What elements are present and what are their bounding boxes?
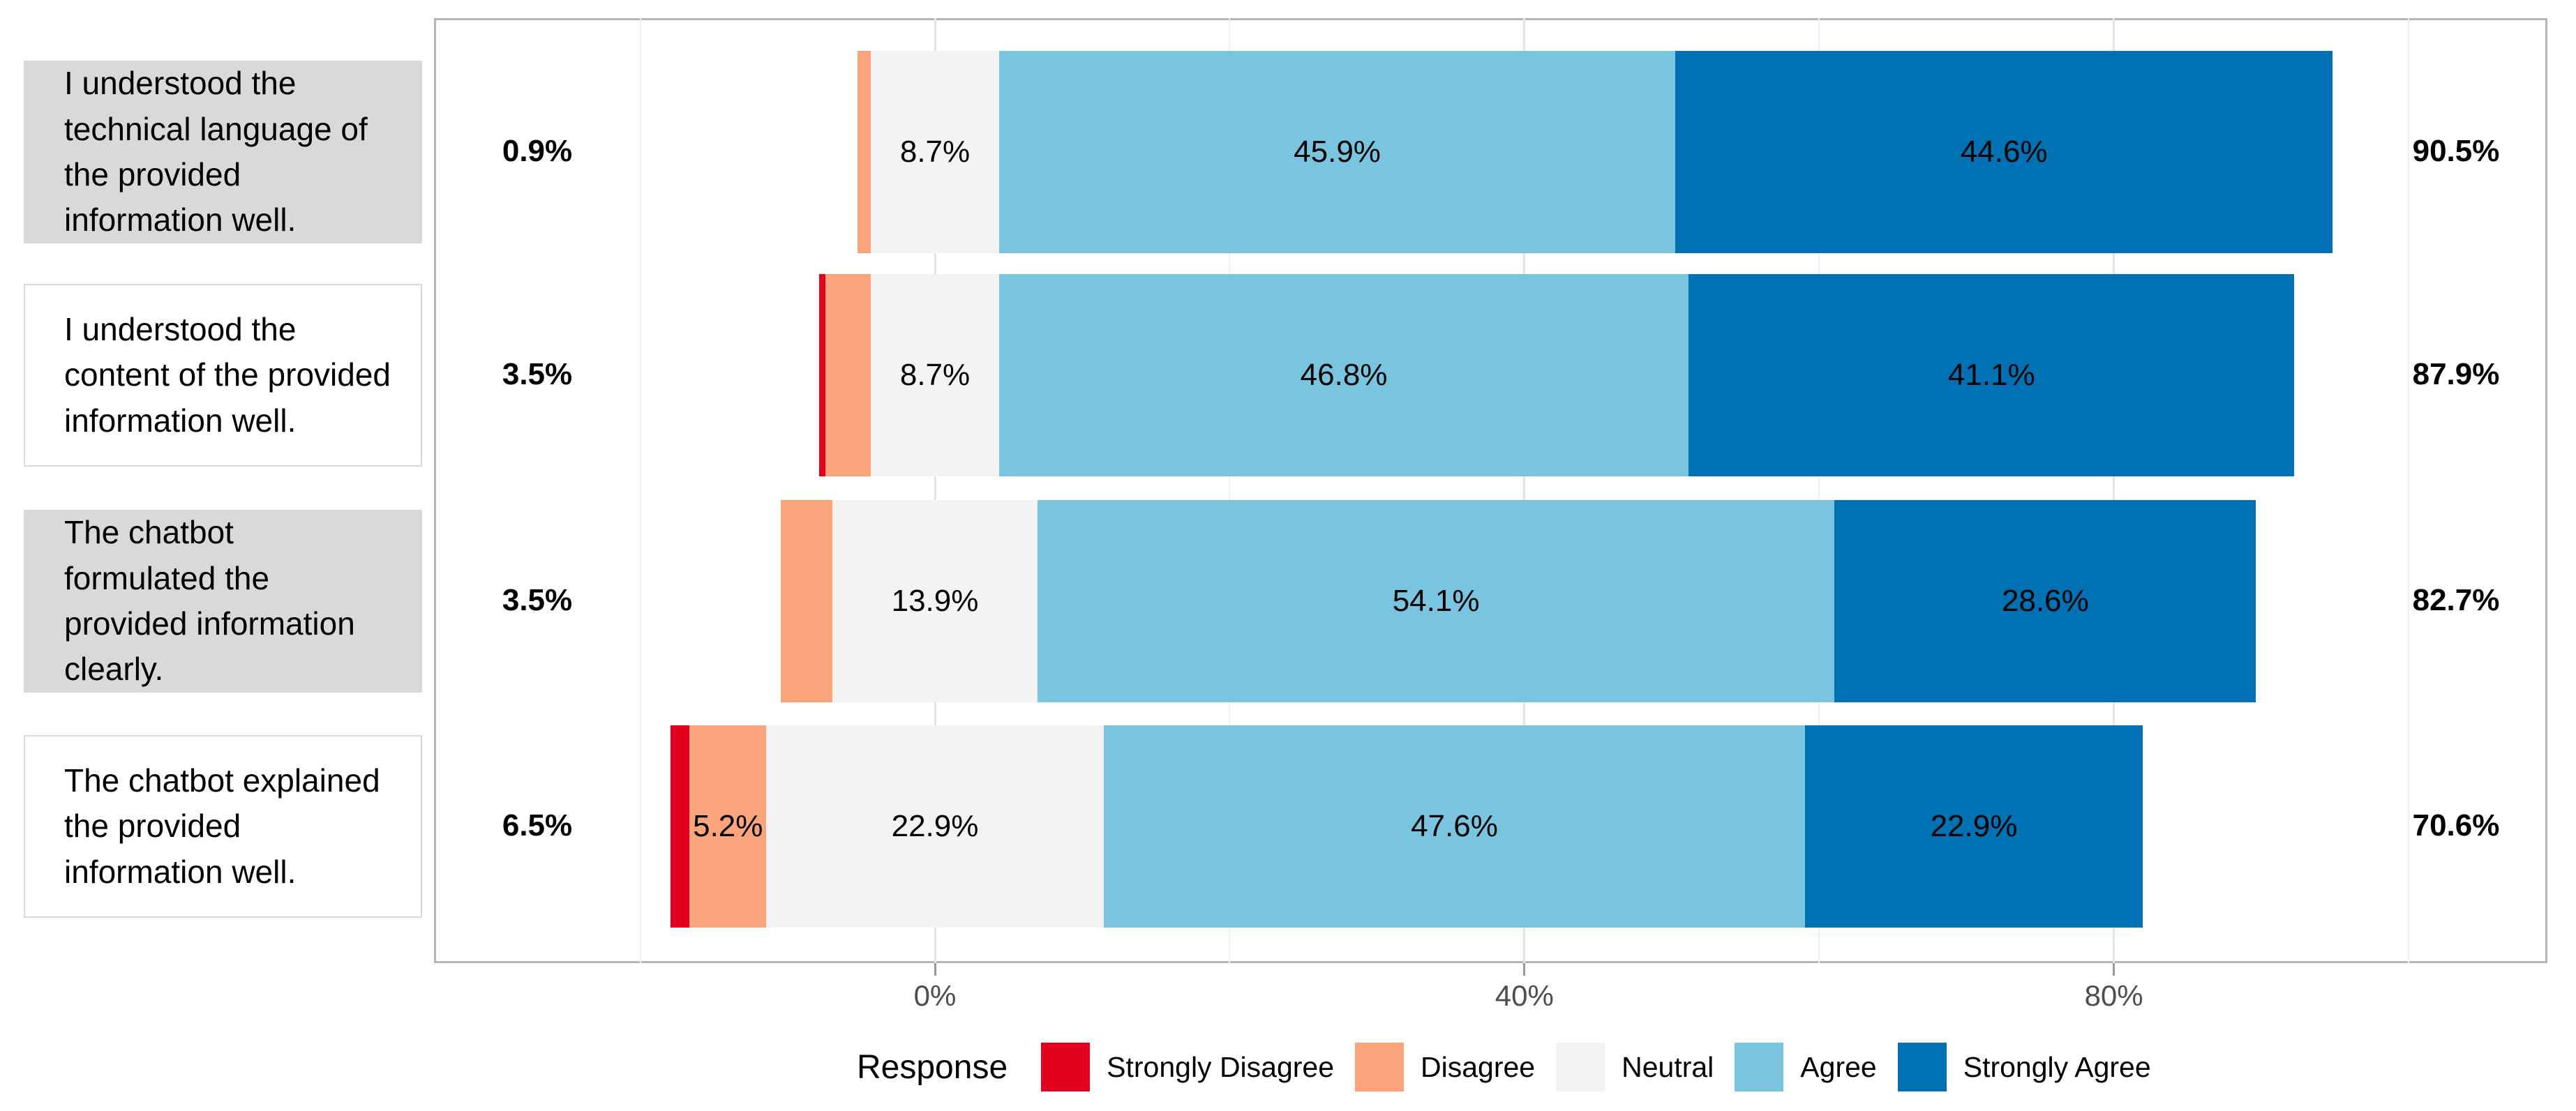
bar-segment-disagree xyxy=(781,500,833,702)
segment-value-label: 47.6% xyxy=(1411,809,1498,843)
bar-segment-agree: 47.6% xyxy=(1103,725,1806,928)
legend-item-disagree: Disagree xyxy=(1355,1043,1535,1091)
question-label: I understood the technical language of t… xyxy=(64,65,368,239)
axis-tick xyxy=(934,963,936,976)
question-label-box: The chatbot explained the provided infor… xyxy=(24,735,422,918)
legend-items: Strongly Disagree Disagree Neutral Agree Str… xyxy=(1041,1043,2151,1091)
legend-item-label: Neutral xyxy=(1622,1050,1714,1083)
bar-segment-disagree xyxy=(858,51,871,253)
legend-swatch-neutral xyxy=(1556,1043,1605,1091)
legend-swatch-strongly-agree xyxy=(1897,1043,1947,1091)
right-total-label: 90.5% xyxy=(2412,134,2500,168)
right-total-label: 82.7% xyxy=(2412,583,2500,617)
legend-swatch-disagree xyxy=(1355,1043,1405,1091)
segment-value-label: 44.6% xyxy=(1960,135,2048,169)
axis-tick-label: 0% xyxy=(913,979,957,1012)
gridline-minor xyxy=(639,18,641,963)
legend-swatch-strongly-disagree xyxy=(1041,1043,1091,1091)
bar-segment-neutral: 13.9% xyxy=(832,500,1038,702)
segment-value-label: 8.7% xyxy=(899,358,971,392)
legend-item-label: Strongly Agree xyxy=(1963,1050,2151,1083)
bar-segment-strongly-agree: 28.6% xyxy=(1834,500,2256,702)
bar-segment-neutral: 8.7% xyxy=(871,274,999,476)
segment-value-label: 28.6% xyxy=(2002,584,2089,618)
question-label: The chatbot formulated the provided info… xyxy=(64,514,355,688)
question-label: The chatbot explained the provided infor… xyxy=(64,762,380,890)
legend-item-label: Agree xyxy=(1800,1050,1877,1083)
bar-segment-neutral: 8.7% xyxy=(871,51,999,253)
left-total-label: 0.9% xyxy=(502,134,573,168)
bar-segment-agree: 46.8% xyxy=(998,274,1689,476)
question-label-box: I understood the technical language of t… xyxy=(24,61,422,243)
legend-item-label: Disagree xyxy=(1421,1050,1536,1083)
segment-value-label: 13.9% xyxy=(891,584,979,618)
right-total-label: 70.6% xyxy=(2412,808,2500,842)
segment-value-label: 45.9% xyxy=(1294,135,1381,169)
axis-tick-label: 40% xyxy=(1495,979,1554,1012)
legend-title: Response xyxy=(857,1048,1008,1086)
question-label-box: I understood the content of the provided… xyxy=(24,284,422,467)
legend-item-neutral: Neutral xyxy=(1556,1043,1714,1091)
left-total-label: 3.5% xyxy=(502,357,573,391)
gridline-major xyxy=(1523,18,1526,963)
bar-segment-strongly-disagree xyxy=(819,274,825,476)
question-label-box: The chatbot formulated the provided info… xyxy=(24,510,422,693)
axis-tick xyxy=(2113,963,2116,976)
segment-value-label: 5.2% xyxy=(693,809,763,843)
gridline-major xyxy=(934,18,936,963)
legend-item-label: Strongly Disagree xyxy=(1107,1050,1335,1083)
segment-value-label: 8.7% xyxy=(899,135,971,169)
gridline-minor xyxy=(2408,18,2409,963)
axis-tick xyxy=(1523,963,1526,976)
segment-value-label: 41.1% xyxy=(1947,358,2035,392)
bar-segment-disagree: 5.2% xyxy=(689,725,767,928)
gridline-minor xyxy=(1818,18,1820,963)
legend: Response Strongly Disagree Disagree Neutra… xyxy=(857,1036,2151,1098)
gridline-minor xyxy=(1229,18,1231,963)
bar-segment-strongly-agree: 44.6% xyxy=(1675,51,2333,253)
right-total-label: 87.9% xyxy=(2412,357,2500,391)
bar-segment-strongly-disagree xyxy=(670,725,690,928)
segment-value-label: 22.9% xyxy=(1930,809,2018,843)
bar-segment-strongly-agree: 22.9% xyxy=(1805,725,2143,928)
segment-value-label: 46.8% xyxy=(1300,358,1388,392)
question-label: I understood the content of the provided… xyxy=(64,311,391,439)
bar-segment-agree: 45.9% xyxy=(998,51,1676,253)
axis-tick-label: 80% xyxy=(2084,979,2143,1012)
gridline-major xyxy=(2113,18,2116,963)
legend-item-agree: Agree xyxy=(1735,1043,1877,1091)
bar-segment-disagree xyxy=(825,274,871,476)
legend-item-strongly-agree: Strongly Agree xyxy=(1897,1043,2151,1091)
left-total-label: 6.5% xyxy=(502,808,573,842)
segment-value-label: 54.1% xyxy=(1392,584,1480,618)
legend-swatch-agree xyxy=(1735,1043,1784,1091)
segment-value-label: 22.9% xyxy=(891,809,979,843)
bar-segment-strongly-agree: 41.1% xyxy=(1688,274,2295,476)
left-total-label: 3.5% xyxy=(502,583,573,617)
bar-segment-agree: 54.1% xyxy=(1037,500,1835,702)
bar-segment-neutral: 22.9% xyxy=(766,725,1104,928)
legend-item-strongly-disagree: Strongly Disagree xyxy=(1041,1043,1334,1091)
